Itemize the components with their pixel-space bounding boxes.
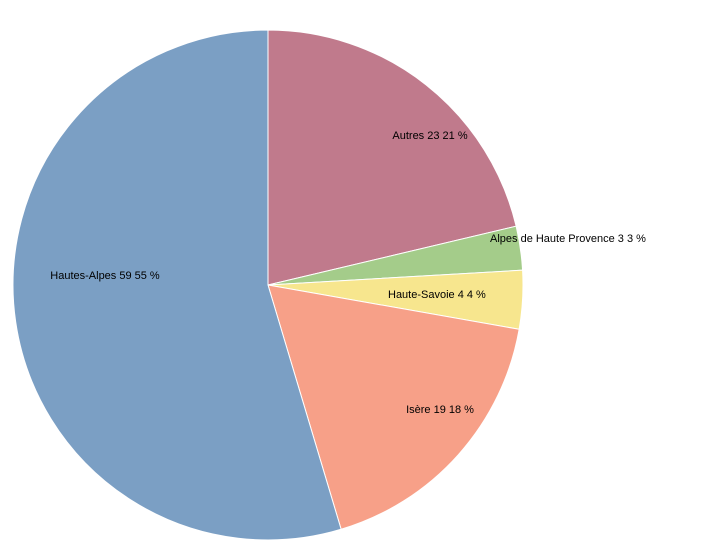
pie-slice-hautes-alpes (12, 29, 342, 541)
slice-label-alpes-de-haute-provence: Alpes de Haute Provence 3 3 % (490, 233, 646, 245)
slices-layer (12, 29, 524, 541)
slice-label-is-re: Isère 19 18 % (406, 404, 474, 416)
labels-layer: Autres 23 21 % Alpes de Haute Provence 3 … (50, 130, 646, 416)
slice-label-hautes-alpes: Hautes-Alpes 59 55 % (50, 270, 160, 282)
slice-label-haute-savoie: Haute-Savoie 4 4 % (388, 289, 486, 301)
pie-slice-is-re (267, 284, 520, 530)
pie-slice-autres (267, 29, 517, 286)
slice-label-autres: Autres 23 21 % (392, 130, 467, 142)
